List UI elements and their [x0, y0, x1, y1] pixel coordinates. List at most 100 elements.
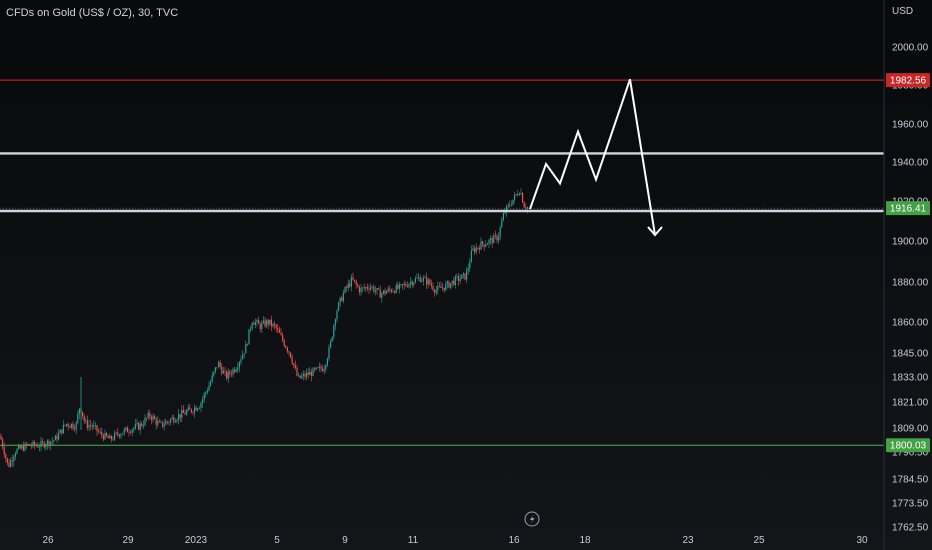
- candle: [306, 368, 308, 381]
- candle: [451, 280, 453, 288]
- candle: [13, 454, 15, 467]
- projection-layer: [529, 78, 663, 237]
- candle: [264, 317, 266, 328]
- candle: [294, 360, 296, 370]
- candle: [251, 321, 253, 331]
- resistance-price-tag: 1982.56: [886, 73, 930, 88]
- candle: [256, 318, 258, 327]
- candle: [117, 428, 119, 438]
- candle: [320, 363, 322, 373]
- x-tick-label: 25: [753, 535, 765, 546]
- y-tick-label: 1773.50: [892, 499, 929, 510]
- candle: [211, 371, 213, 383]
- candle: [405, 281, 407, 287]
- candle: [30, 442, 32, 450]
- y-tick-label: 1900.00: [892, 237, 929, 248]
- candle: [277, 323, 279, 334]
- candle: [142, 420, 144, 430]
- candle: [426, 272, 428, 289]
- candle: [338, 301, 340, 312]
- candle: [90, 419, 92, 431]
- candle: [419, 274, 421, 283]
- candle: [397, 281, 399, 291]
- lightning-icon[interactable]: [524, 511, 540, 527]
- candle: [2, 437, 4, 450]
- candle: [110, 434, 112, 443]
- candle: [285, 345, 287, 349]
- candle: [517, 190, 519, 197]
- candle: [498, 232, 500, 244]
- candle: [491, 235, 493, 248]
- y-tick-label: 1762.50: [892, 523, 929, 534]
- candle: [475, 243, 477, 255]
- candle: [515, 193, 517, 196]
- candle: [298, 372, 300, 377]
- candle: [362, 286, 364, 293]
- candle: [168, 420, 170, 426]
- candle: [470, 245, 472, 263]
- candle: [42, 438, 44, 446]
- x-tick-label: 11: [408, 535, 419, 546]
- candle: [493, 232, 495, 244]
- candle: [258, 316, 260, 324]
- candle: [363, 283, 365, 291]
- candle: [118, 433, 120, 439]
- x-tick-label: 18: [579, 535, 591, 546]
- candle: [53, 439, 55, 445]
- candle: [104, 429, 106, 440]
- candle: [107, 434, 109, 439]
- candle: [115, 431, 117, 435]
- x-tick-label: 30: [856, 535, 868, 546]
- candle: [522, 192, 524, 204]
- candle: [474, 245, 476, 255]
- candle: [149, 409, 151, 420]
- svg-text:1800.03: 1800.03: [890, 441, 927, 452]
- candle: [395, 282, 397, 294]
- candle: [286, 346, 288, 354]
- candle: [54, 434, 56, 441]
- candle: [342, 289, 344, 304]
- candle: [365, 286, 367, 293]
- x-tick-label: 9: [342, 535, 348, 546]
- candle: [270, 315, 272, 332]
- candle: [237, 362, 239, 373]
- price-tags: 1982.56 1916.41 1800.03: [886, 73, 930, 453]
- candle: [435, 285, 437, 296]
- candle: [437, 281, 439, 295]
- candle: [5, 452, 7, 463]
- candle: [509, 200, 511, 208]
- candle: [139, 420, 141, 435]
- candle: [69, 425, 71, 428]
- candle: [78, 408, 80, 419]
- candle: [152, 413, 154, 423]
- candle: [227, 368, 229, 384]
- candle: [331, 336, 333, 343]
- candle: [485, 240, 487, 248]
- candle: [374, 285, 376, 296]
- candle: [238, 361, 240, 373]
- candle: [261, 320, 263, 334]
- candle: [381, 292, 383, 303]
- candle: [234, 367, 236, 374]
- candle: [10, 457, 12, 468]
- candle: [373, 284, 375, 294]
- candle: [32, 440, 34, 449]
- candle: [224, 366, 226, 377]
- candle: [494, 230, 496, 240]
- candle: [477, 247, 479, 251]
- svg-text:1916.41: 1916.41: [890, 204, 927, 215]
- candle: [189, 403, 191, 410]
- y-tick-label: 1880.00: [892, 278, 929, 289]
- candle: [259, 321, 261, 332]
- candle: [216, 367, 218, 370]
- candle: [112, 435, 114, 441]
- candle: [218, 360, 220, 368]
- candle: [229, 369, 231, 378]
- x-tick-label: 5: [274, 535, 280, 546]
- candle: [322, 365, 324, 372]
- candle: [195, 405, 197, 411]
- candle: [466, 267, 468, 284]
- candle: [254, 318, 256, 329]
